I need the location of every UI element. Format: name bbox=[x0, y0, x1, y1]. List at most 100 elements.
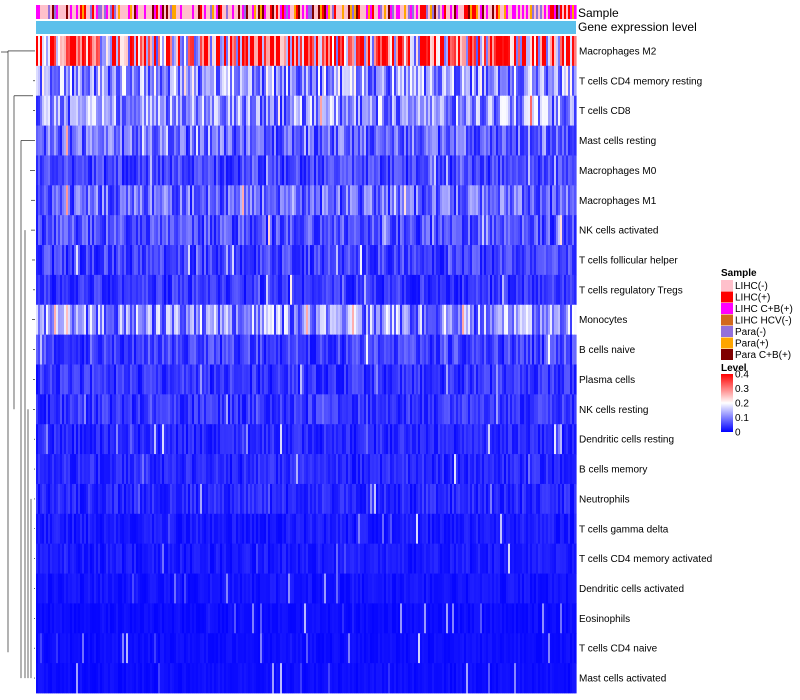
heatmap-cell bbox=[90, 245, 93, 276]
heatmap-cell bbox=[448, 245, 451, 276]
heatmap-cell bbox=[432, 513, 435, 545]
heatmap-cell bbox=[460, 483, 463, 515]
heatmap-cell bbox=[222, 394, 225, 425]
heatmap-cell bbox=[470, 304, 473, 336]
heatmap-cell bbox=[166, 185, 169, 216]
heatmap-cell bbox=[98, 394, 101, 425]
heatmap-cell bbox=[196, 125, 199, 156]
heatmap-cell bbox=[160, 185, 163, 216]
heatmap-cell bbox=[174, 274, 177, 306]
heatmap-cell bbox=[362, 274, 365, 306]
heatmap-cell bbox=[566, 364, 569, 395]
heatmap-cell bbox=[412, 364, 415, 395]
heatmap-cell bbox=[516, 304, 519, 336]
heatmap-cell bbox=[302, 424, 305, 455]
heatmap-cell bbox=[218, 36, 221, 67]
heatmap-cell bbox=[558, 155, 561, 186]
heatmap-cell bbox=[184, 304, 187, 336]
heatmap-cell bbox=[216, 424, 219, 455]
heatmap-cell bbox=[522, 185, 525, 216]
heatmap-cell bbox=[392, 424, 395, 455]
heatmap-cell bbox=[232, 215, 235, 246]
heatmap-cell bbox=[446, 274, 449, 306]
heatmap-cell bbox=[442, 36, 445, 67]
heatmap-cell bbox=[434, 36, 437, 67]
heatmap-cell bbox=[136, 65, 139, 97]
heatmap-cell bbox=[374, 513, 377, 545]
heatmap-cell bbox=[74, 215, 77, 246]
heatmap-cell bbox=[570, 364, 573, 395]
heatmap-cell bbox=[170, 274, 173, 306]
heatmap-cell bbox=[398, 185, 401, 216]
heatmap-cell bbox=[396, 394, 399, 425]
heatmap-cell bbox=[528, 95, 531, 126]
sample-cell bbox=[84, 5, 87, 19]
heatmap-cell bbox=[312, 274, 315, 306]
heatmap-cell bbox=[170, 215, 173, 246]
heatmap-cell bbox=[518, 334, 521, 365]
heatmap-cell bbox=[64, 36, 67, 67]
heatmap-cell bbox=[428, 334, 431, 365]
heatmap-cell bbox=[160, 394, 163, 425]
heatmap-cell bbox=[330, 36, 333, 67]
heatmap-cell bbox=[70, 125, 73, 156]
heatmap-cell bbox=[316, 185, 319, 216]
heatmap-cell bbox=[372, 334, 375, 365]
heatmap-cell bbox=[344, 245, 347, 276]
heatmap-cell bbox=[54, 155, 57, 186]
heatmap-cell bbox=[56, 36, 59, 67]
heatmap-cell bbox=[520, 185, 523, 216]
heatmap-cell bbox=[302, 304, 305, 336]
heatmap-cell bbox=[110, 543, 113, 574]
heatmap-cell bbox=[180, 394, 183, 425]
heatmap-cell bbox=[266, 454, 269, 485]
heatmap-cell bbox=[458, 155, 461, 186]
sample-cell bbox=[298, 5, 301, 19]
heatmap-cell bbox=[144, 155, 147, 186]
heatmap-cell bbox=[356, 36, 359, 67]
heatmap-cell bbox=[490, 364, 493, 395]
heatmap-cell bbox=[404, 274, 407, 306]
heatmap-cell bbox=[236, 155, 239, 186]
sample-cell bbox=[490, 5, 493, 19]
heatmap-cell bbox=[246, 95, 249, 126]
heatmap-cell bbox=[200, 543, 203, 574]
heatmap-cell bbox=[552, 454, 555, 485]
heatmap-cell bbox=[136, 215, 139, 246]
heatmap-cell bbox=[338, 513, 341, 545]
heatmap-cell bbox=[450, 215, 453, 246]
heatmap-cell bbox=[490, 424, 493, 455]
heatmap-cell bbox=[344, 36, 347, 67]
heatmap-cell bbox=[238, 245, 241, 276]
heatmap-cell bbox=[170, 95, 173, 126]
heatmap-cell bbox=[72, 424, 75, 455]
heatmap-cell bbox=[550, 125, 553, 156]
heatmap-cell bbox=[564, 304, 567, 336]
heatmap-cell bbox=[456, 483, 459, 515]
heatmap-cell bbox=[126, 65, 129, 97]
heatmap-cell bbox=[64, 95, 67, 126]
heatmap-cell bbox=[192, 454, 195, 485]
heatmap-cell bbox=[142, 36, 145, 67]
heatmap-cell bbox=[62, 155, 65, 186]
heatmap-cell bbox=[546, 36, 549, 67]
heatmap-cell bbox=[256, 483, 259, 515]
heatmap-cell bbox=[282, 245, 285, 276]
sample-cell bbox=[182, 5, 185, 19]
heatmap-cell bbox=[180, 304, 183, 336]
heatmap-cell bbox=[222, 155, 225, 186]
heatmap-cell bbox=[538, 215, 541, 246]
heatmap-cell bbox=[60, 304, 63, 336]
heatmap-cell bbox=[162, 125, 165, 156]
sample-cell bbox=[558, 5, 561, 19]
heatmap-cell bbox=[346, 185, 349, 216]
heatmap-cell bbox=[336, 95, 339, 126]
heatmap-cell bbox=[470, 454, 473, 485]
heatmap-cell bbox=[472, 125, 475, 156]
heatmap-cell bbox=[148, 95, 151, 126]
heatmap-cell bbox=[564, 454, 567, 485]
heatmap-cell bbox=[374, 245, 377, 276]
heatmap-cell bbox=[322, 424, 325, 455]
heatmap-cell bbox=[410, 483, 413, 515]
heatmap-cell bbox=[378, 364, 381, 395]
